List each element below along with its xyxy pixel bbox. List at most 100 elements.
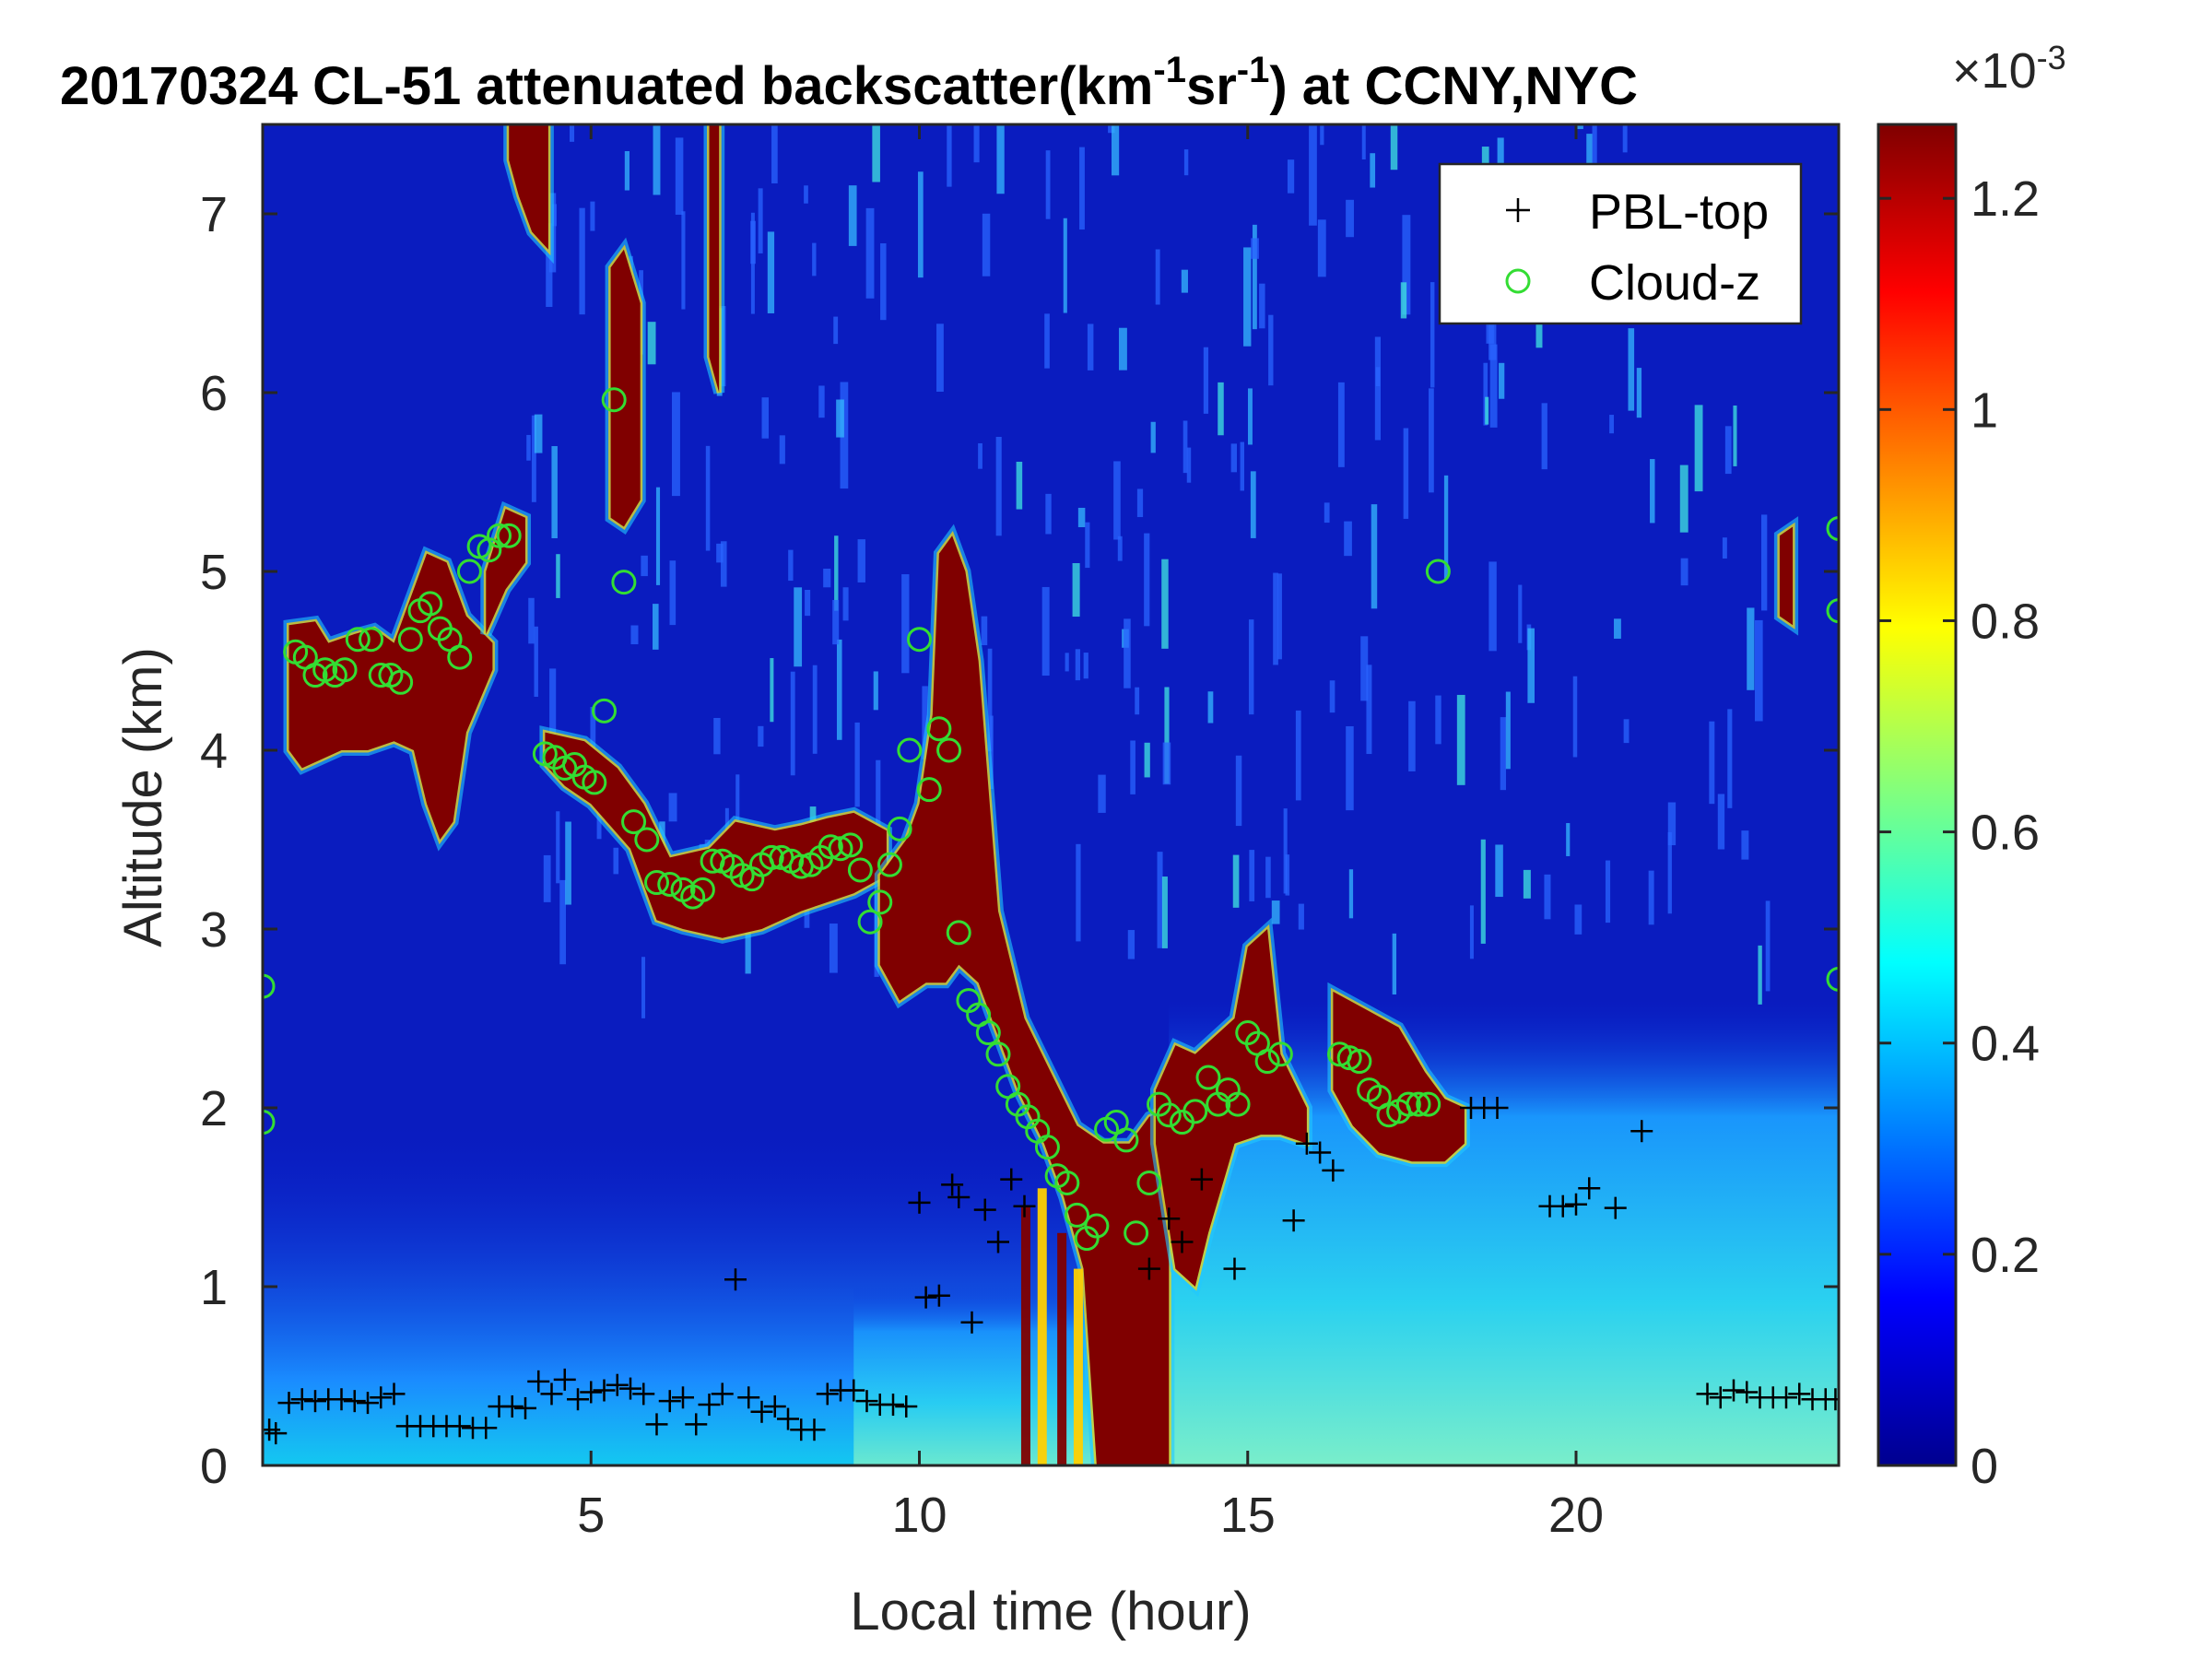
noise-streak [534,626,538,698]
noise-streak [1402,215,1411,315]
noise-streak [1370,153,1376,188]
legend-label-pbl: PBL-top [1589,184,1769,240]
noise-streak [1183,149,1189,176]
cloud-z-point [487,523,512,548]
y-tick-label: 6 [200,366,228,421]
cloud-z-point [887,816,912,841]
noise-streak [1164,687,1170,784]
cloud-z-point [689,877,715,902]
noise-streak [1273,572,1278,665]
cloud-z-point [1267,1041,1293,1067]
noise-streak [1135,687,1140,715]
colorbar-tick-label: 0.4 [1971,1017,2040,1072]
noise-streak [788,549,794,582]
cloud-z-point [1254,1049,1280,1075]
pbl-point [1709,1386,1732,1409]
noise-streak [1727,709,1733,808]
noise-streak [1136,488,1144,518]
cloud-z-point [332,657,358,683]
pbl-point [777,1407,799,1430]
colorbar-exponent-power: -3 [2037,39,2066,76]
noise-streak [989,715,994,790]
noise-streak [995,436,1002,536]
noise-streak [1760,514,1768,611]
noise-streak [546,223,553,307]
cloud-z-point [1779,0,1801,11]
cloud-z-point [1347,1049,1372,1075]
noise-streak [836,639,842,740]
precip-streak [1073,1268,1083,1465]
noise-streak [1283,808,1288,894]
pbl-point [685,1413,708,1436]
y-tick-label: 2 [200,1081,228,1136]
noise-streak [1541,403,1547,470]
pbl-point [1735,1381,1759,1404]
noise-streak [1186,447,1192,483]
colorbar [1877,123,1958,1467]
noise-streak [1250,471,1256,538]
noise-streak [1505,691,1511,770]
pbl-point [947,1186,971,1208]
noise-streak [1765,900,1771,992]
noise-streak [569,124,575,142]
noise-streak [1157,852,1163,948]
noise-streak [1127,930,1135,959]
noise-streak [1636,368,1642,418]
noise-streak [675,137,684,215]
noise-streak [1483,362,1488,426]
pbl-point [606,1373,629,1396]
cloud-z-point [936,737,962,763]
noise-streak [833,316,839,345]
cloud-z-markers [263,0,1839,1252]
noise-streak [917,171,924,278]
noise-streak [1112,124,1120,176]
cloud-z-point [456,559,482,584]
noise-streak [565,821,571,905]
noise-streak [630,625,639,645]
noise-streak [531,415,536,502]
pbl-point [1824,1388,1839,1411]
pbl-point [357,1392,379,1415]
noise-streak [1523,869,1531,899]
noise-streak [1390,124,1398,171]
pbl-point [619,1377,641,1400]
noise-streak [1065,653,1069,672]
noise-streak [1285,854,1290,896]
noise-streak [1161,877,1168,948]
pbl-point [514,1396,536,1419]
noise-streak [1016,461,1023,510]
noise-streak [1499,362,1505,399]
colorbar-tick-label: 1 [1971,382,1998,438]
cloud-z-point [1156,1102,1182,1128]
noise-streak [836,399,844,438]
noise-streak [1403,428,1409,519]
pbl-point [1565,1193,1587,1216]
noise-streak [1614,618,1621,639]
pbl-point [1282,1209,1305,1232]
noise-streak [1609,415,1615,434]
noise-streak [1544,874,1551,920]
cloud-z-point [418,591,443,617]
noise-streak [865,207,875,299]
cloud-6 [1333,991,1465,1162]
cloud-z-point [847,857,873,883]
legend-label-cloud: Cloud-z [1589,255,1760,311]
noise-streak [1679,465,1688,533]
noise-streak [1623,719,1630,744]
noise-streak [1361,124,1366,159]
pbl-point [277,1392,300,1415]
cloud-z-point [496,523,522,548]
pbl-point [711,1382,734,1406]
noise-streak [1045,493,1052,535]
cloud-high-1 [610,249,641,527]
noise-streak [1268,314,1274,386]
cloud-z-point [634,827,660,853]
noise-streak [720,541,727,587]
noise-streak [1295,710,1301,801]
pbl-point [500,1394,524,1418]
noise-streak [1207,691,1214,724]
x-tick-label: 20 [1548,1488,1604,1543]
noise-streak [1130,740,1135,794]
noise-streak [671,392,680,497]
